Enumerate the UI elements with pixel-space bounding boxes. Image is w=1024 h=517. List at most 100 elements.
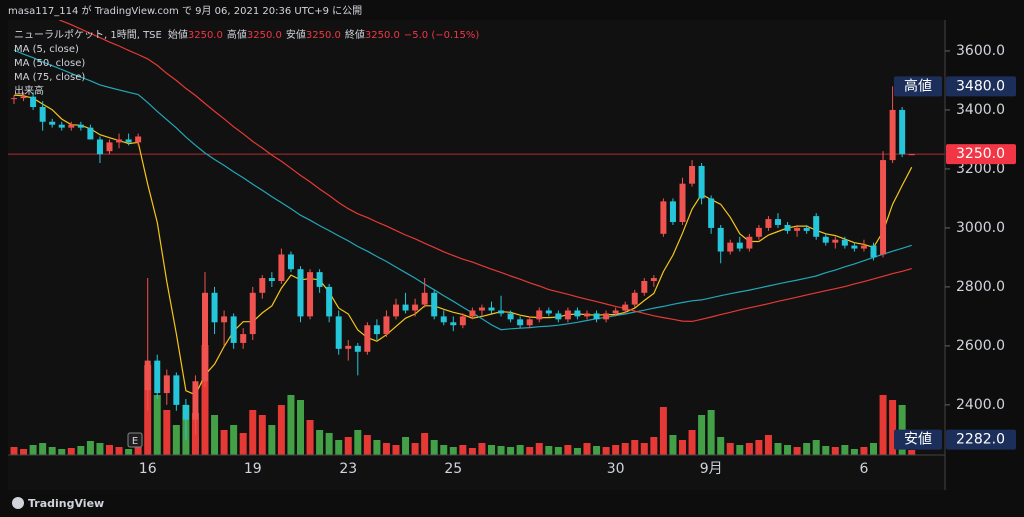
volume-bar bbox=[86, 441, 94, 455]
x-tick-label: 30 bbox=[607, 461, 625, 477]
volume-bar bbox=[10, 447, 18, 455]
candle-body bbox=[488, 307, 495, 311]
ohlc-name: 終値 bbox=[345, 28, 365, 41]
candle-body bbox=[335, 316, 342, 349]
volume-bar bbox=[201, 345, 209, 455]
x-tick-label: 6 bbox=[859, 461, 868, 477]
candle-body bbox=[775, 219, 781, 225]
candle-body bbox=[77, 124, 84, 128]
candle-body bbox=[717, 227, 724, 252]
volume-bar bbox=[621, 443, 629, 455]
volume-bar bbox=[134, 447, 142, 455]
volume-bar bbox=[478, 443, 486, 455]
candle-body bbox=[536, 310, 543, 320]
candle-body bbox=[106, 142, 113, 152]
candle-body bbox=[440, 316, 447, 323]
volume-bar bbox=[507, 447, 515, 455]
candle-body bbox=[736, 242, 743, 249]
volume-bar bbox=[564, 445, 572, 455]
ma-line bbox=[58, 20, 912, 323]
volume-bar bbox=[211, 415, 219, 455]
candle-body bbox=[249, 292, 256, 335]
candle-body bbox=[603, 313, 610, 320]
volume-bar bbox=[640, 443, 648, 455]
volume-bar bbox=[745, 443, 753, 455]
volume-bar bbox=[535, 443, 543, 455]
volume-bar bbox=[784, 445, 792, 455]
volume-bar bbox=[908, 450, 916, 455]
legend-entry: MA (75, close) bbox=[14, 72, 85, 83]
volume-bar bbox=[392, 445, 400, 455]
candle-body bbox=[373, 325, 380, 335]
candle-body bbox=[679, 183, 686, 223]
legend: MA (5, close) MA (50, close) MA (75, close… bbox=[14, 44, 85, 97]
volume-bar bbox=[316, 430, 324, 455]
y-tick-label: 3400.0 bbox=[956, 102, 1005, 118]
price-badge bbox=[946, 429, 1016, 450]
ohlc-name: 安値 bbox=[286, 28, 306, 41]
candle-body bbox=[765, 219, 772, 228]
volume-bar bbox=[688, 430, 696, 455]
candle-body bbox=[173, 375, 180, 405]
candle-body bbox=[316, 272, 323, 287]
volume-bar bbox=[125, 449, 133, 455]
volume-bar bbox=[115, 447, 123, 455]
volume-bar bbox=[106, 445, 113, 455]
volume-bar bbox=[382, 443, 390, 455]
candle-body bbox=[412, 304, 419, 311]
candle-body bbox=[908, 154, 915, 156]
volume-bar bbox=[325, 433, 333, 455]
price-badge-label: 2282.0 bbox=[956, 432, 1005, 448]
volume-bar bbox=[573, 448, 581, 455]
volume-bar bbox=[526, 447, 534, 455]
legend-entry: 出来高 bbox=[14, 84, 44, 97]
candle-body bbox=[641, 281, 648, 293]
volume-bar bbox=[268, 425, 276, 455]
volume-bar bbox=[306, 420, 314, 455]
candle-body bbox=[526, 319, 533, 326]
volume-bar bbox=[831, 447, 839, 455]
candle-body bbox=[240, 334, 247, 343]
volume-bar bbox=[812, 440, 820, 455]
x-tick-label: 9月 bbox=[700, 461, 723, 477]
candle-body bbox=[383, 316, 390, 335]
volume-bar bbox=[736, 445, 744, 455]
candle-body bbox=[345, 345, 352, 349]
legend-entry: MA (5, close) bbox=[14, 44, 79, 55]
candle-body bbox=[163, 375, 170, 394]
volume-bar bbox=[698, 415, 706, 455]
volume-bar bbox=[612, 445, 620, 455]
volume-bar bbox=[679, 440, 686, 455]
brand: TradingView bbox=[28, 497, 104, 510]
candle-body bbox=[287, 254, 294, 270]
volume-bar bbox=[354, 430, 362, 455]
candle-body bbox=[459, 316, 466, 326]
ohlc-value: 3250.0 bbox=[306, 30, 341, 41]
volume-bar bbox=[96, 443, 104, 455]
volume-bar bbox=[774, 443, 782, 455]
volume-bar bbox=[889, 400, 897, 455]
candle-body bbox=[794, 227, 801, 231]
candle-body bbox=[612, 310, 619, 314]
volume-bar bbox=[411, 443, 419, 455]
volume-bar bbox=[430, 440, 438, 455]
candle-body bbox=[11, 98, 17, 100]
volume-bar bbox=[602, 447, 610, 455]
price-badge-name: 安値 bbox=[904, 432, 932, 448]
candle-body bbox=[192, 381, 199, 420]
candle-body bbox=[135, 136, 142, 143]
candle-body bbox=[841, 239, 848, 246]
candle-body bbox=[402, 304, 409, 311]
candle-body bbox=[899, 109, 906, 155]
volume-bar bbox=[402, 437, 410, 455]
candle-body bbox=[307, 272, 314, 317]
y-tick-label: 2800.0 bbox=[956, 279, 1005, 295]
symbol: ニューラルポケット, 1時間, TSE bbox=[14, 29, 162, 41]
candle-body bbox=[803, 227, 810, 231]
volume-bar bbox=[230, 425, 238, 455]
candle-body bbox=[58, 124, 65, 128]
candle-body bbox=[144, 360, 151, 391]
candle-body bbox=[870, 245, 877, 258]
volume-bar bbox=[172, 425, 180, 455]
